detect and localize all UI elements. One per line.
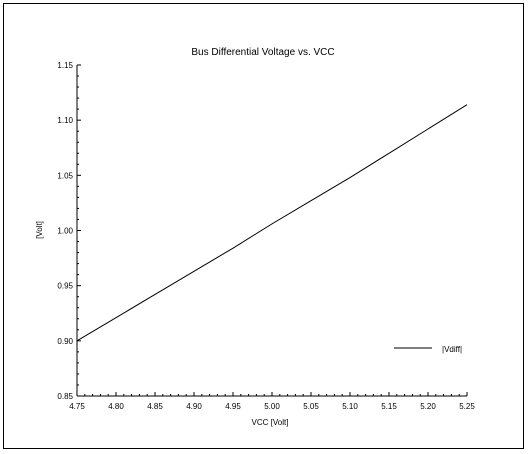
x-tick-label: 5.10 [342, 402, 358, 411]
y-axis-label: [Volt] [35, 221, 44, 239]
x-axis-label: VCC [Volt] [252, 418, 289, 427]
x-tick-label: 4.75 [69, 402, 85, 411]
y-tick-label: 1.15 [57, 61, 73, 70]
x-tick-label: 4.85 [147, 402, 163, 411]
legend: |Vdiff| [394, 345, 462, 354]
y-tick-label: 0.90 [57, 337, 73, 346]
y-tick-label: 1.10 [57, 116, 73, 125]
ticks: 4.75 4.80 4.85 4.90 4.95 5.00 5.05 5.10 5.15 5.20… [57, 61, 475, 411]
chart-title: Bus Differential Voltage vs. VCC [191, 47, 334, 58]
y-tick-label: 1.00 [57, 227, 73, 236]
x-tick-label: 4.95 [225, 402, 241, 411]
x-tick-label: 4.90 [186, 402, 202, 411]
y-tick-label: 0.85 [57, 392, 73, 401]
x-tick-label: 5.05 [303, 402, 319, 411]
legend-label: |Vdiff| [442, 345, 462, 354]
series-line-vdiff [76, 104, 468, 342]
x-tick-label: 5.15 [381, 402, 397, 411]
axes [76, 65, 467, 397]
x-tick-label: 5.25 [459, 402, 475, 411]
chart-frame [3, 3, 524, 449]
x-tick-label: 5.20 [420, 402, 436, 411]
x-tick-label: 4.80 [108, 402, 124, 411]
series-layer [76, 104, 468, 342]
y-tick-label: 1.05 [57, 171, 73, 180]
y-tick-label: 0.95 [57, 282, 73, 291]
x-tick-label: 5.00 [264, 402, 280, 411]
